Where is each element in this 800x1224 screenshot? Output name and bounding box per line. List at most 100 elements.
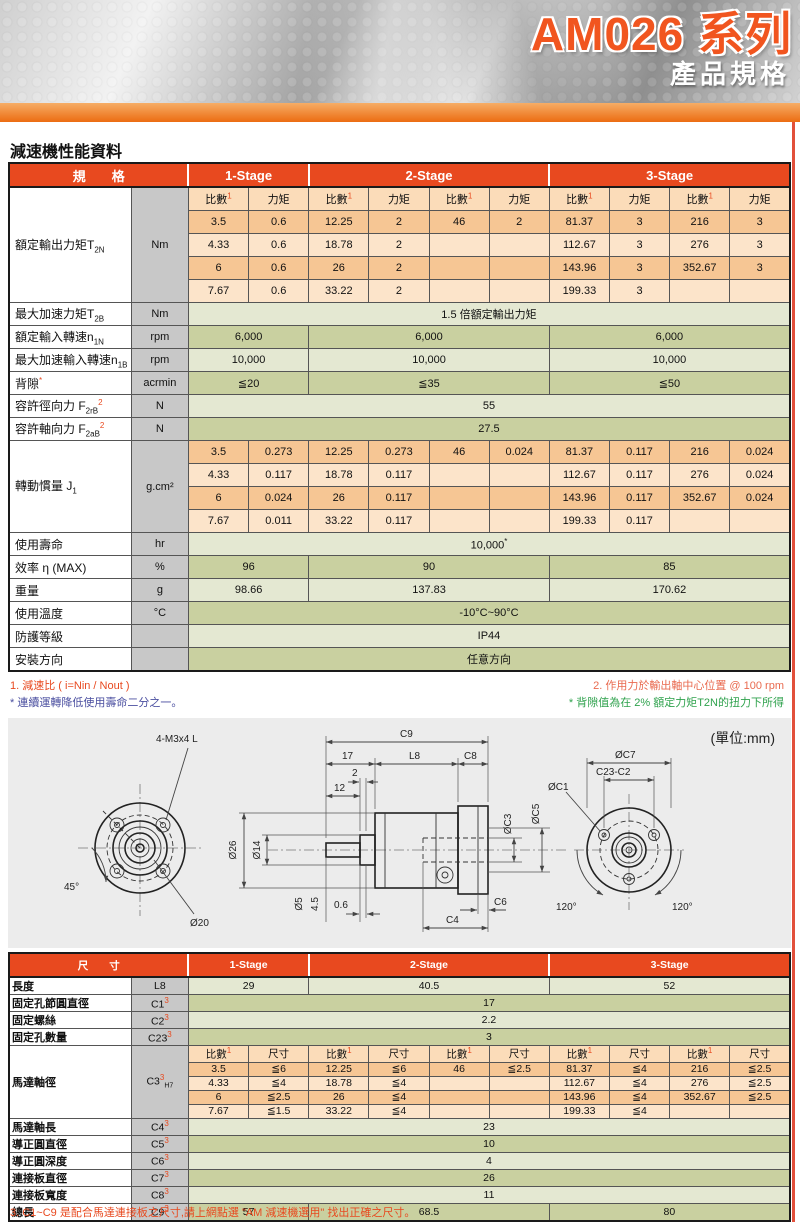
cell: 0.024	[729, 486, 791, 510]
row-unit: g	[130, 578, 189, 602]
row-label: 最大加速力矩T2B	[8, 302, 132, 326]
angle-120-left-label: 120°	[556, 902, 577, 913]
cell: 33.22	[308, 509, 370, 533]
dim-c4-label: C4	[446, 915, 459, 926]
dim-col-header: 尺寸	[608, 1045, 671, 1063]
row-label: 效率 η (MAX)	[8, 555, 132, 579]
cell: 352.67	[669, 1089, 731, 1105]
unit-note: (單位:mm)	[710, 730, 775, 746]
cell: 276	[669, 1075, 731, 1091]
torque-row: 3.5 0.6 12.25 2 46 2 81.37 3 216 3	[9, 210, 791, 234]
stage-header-row: 規 格 1-Stage 2-Stage 3-Stage	[8, 162, 791, 188]
cell	[488, 486, 550, 510]
cell: ≦50	[548, 371, 791, 395]
cell: 55	[187, 394, 791, 418]
cell: 18.78	[308, 233, 370, 257]
row-unit: N	[130, 417, 189, 441]
ratio-col-header: 比數1	[428, 1045, 490, 1063]
cell	[669, 509, 731, 533]
cell: 6	[187, 486, 250, 510]
footnote-star-green: * 背隙值為在 2% 額定力矩T2N的扭力下所得	[568, 697, 784, 709]
cell: ≦4	[608, 1089, 671, 1105]
dia-20-label: Ø20	[190, 918, 209, 929]
cell	[488, 1089, 550, 1105]
cell: 68.5	[308, 1202, 550, 1221]
cell: 17	[187, 994, 791, 1012]
row-code: C53	[130, 1134, 189, 1153]
cell: ≦2.5	[248, 1089, 310, 1105]
cell: 3	[187, 1028, 791, 1046]
cell	[488, 233, 550, 257]
cell: 57	[187, 1202, 310, 1221]
cell: 2	[368, 233, 430, 257]
cell	[488, 1075, 550, 1091]
cell: ≦2.5	[729, 1061, 791, 1077]
row-label: 導正圓直徑	[8, 1134, 132, 1153]
cell	[428, 1103, 490, 1119]
dim-dc5-label: ØC5	[531, 803, 542, 824]
stage-header-1: 1-Stage	[187, 952, 310, 978]
cell: ≦2.5	[729, 1075, 791, 1091]
c6-row: 導正圓深度 C63 4	[8, 1151, 791, 1170]
front-view: 4-M3x4 L 45° Ø20	[64, 734, 209, 929]
stage-header-2: 2-Stage	[307, 162, 550, 188]
ratio-col-header: 比數1	[669, 1045, 731, 1063]
weight-row: 重量 g 98.66 137.83 170.62	[8, 578, 791, 602]
cell	[428, 1089, 490, 1105]
cell: 6,000	[548, 325, 791, 349]
torque-row: 4.33 0.6 18.78 2 112.67 3 276 3	[9, 233, 791, 257]
row-label: 最大加速輸入轉速n1B	[8, 348, 132, 372]
row-code: C13	[130, 994, 189, 1012]
cell: 12.25	[308, 210, 370, 234]
cell: 26	[308, 486, 370, 510]
ratio-col-header: 比數1	[428, 186, 490, 211]
footnote-3: 3. C1~C9 是配合馬達連接板之尺寸,請上網點選 "AM 減速機選用" 找出…	[10, 1207, 416, 1219]
cell: 10	[187, 1134, 791, 1153]
cell: 0.6	[248, 210, 310, 234]
cell: 352.67	[669, 486, 731, 510]
max-input-speed-row: 最大加速輸入轉速n1B rpm 10,000 10,000 10,000	[8, 348, 791, 372]
cell: 40.5	[308, 976, 550, 995]
row-code: C73	[130, 1168, 189, 1187]
cell	[729, 1103, 791, 1119]
ratio-col-header: 比數1	[187, 186, 250, 211]
cell: 18.78	[308, 463, 370, 487]
footnote-1: 1. 減速比 ( i=Nin / Nout )	[10, 680, 130, 692]
dim-45-label: 4.5	[310, 897, 321, 911]
cell: 216	[669, 440, 731, 464]
cell: 27.5	[187, 417, 791, 441]
cell: 216	[669, 210, 731, 234]
temperature-row: 使用溫度 °C -10°C~90°C	[8, 601, 791, 625]
dim-c6-label: C6	[494, 897, 507, 908]
torque-col-header: 力矩	[729, 186, 791, 211]
cell: 90	[308, 555, 550, 579]
cell: ≦1.5	[248, 1103, 310, 1119]
performance-table: 規 格 1-Stage 2-Stage 3-Stage 額定輸出力矩T2N Nm…	[8, 162, 791, 672]
torque-col-header: 力矩	[368, 186, 430, 211]
torque-col-header: 力矩	[248, 186, 310, 211]
cell	[428, 256, 490, 280]
row-label: 容許徑向力 F2rB2	[8, 394, 132, 418]
page-edge-accent	[792, 122, 795, 1222]
cell: 3	[608, 256, 671, 280]
row-label: 背隙*	[8, 371, 132, 395]
axial-force-row: 容許軸向力 F2aB2 N 27.5	[8, 417, 791, 441]
row-unit: Nm	[130, 302, 189, 326]
rear-view: ØC7 C23-C2 ØC1 120° 120°	[548, 750, 693, 913]
cell	[428, 279, 490, 303]
cell: 276	[669, 463, 731, 487]
dim-d5-label: Ø5	[294, 897, 305, 911]
cell: 3.5	[187, 440, 250, 464]
dim-col-header: 尺寸	[729, 1045, 791, 1063]
cell: 96	[187, 555, 310, 579]
cell: 0.117	[608, 509, 671, 533]
row-label: 總長	[8, 1202, 132, 1221]
cell: 2	[488, 210, 550, 234]
cell: 0.024	[488, 440, 550, 464]
c7-row: 連接板直徑 C73 26	[8, 1168, 791, 1187]
cell: 0.024	[729, 463, 791, 487]
row-label: 額定輸入轉速n1N	[8, 325, 132, 349]
cell: ≦2.5	[488, 1061, 550, 1077]
cell: 1.5 倍額定輸出力矩	[187, 302, 791, 326]
row-unit	[130, 624, 189, 648]
